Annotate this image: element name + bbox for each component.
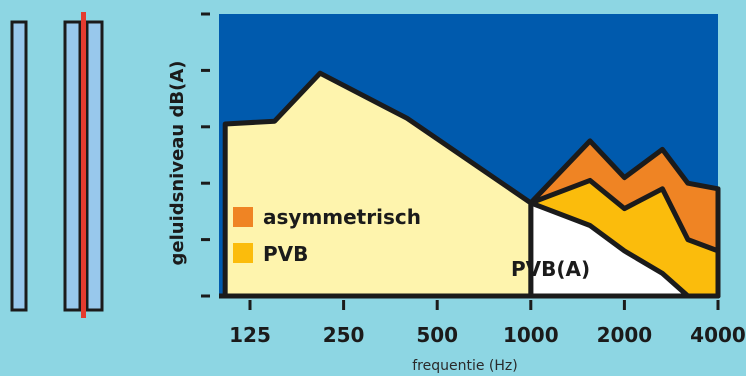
x-tick-label: 1000 xyxy=(503,323,559,347)
legend-swatch-pvb xyxy=(233,243,253,263)
laminated-glass-pane-left xyxy=(63,20,82,312)
legend: asymmetrisch PVB xyxy=(233,205,421,266)
x-tick-label: 125 xyxy=(229,323,271,347)
x-tick-label: 500 xyxy=(416,323,458,347)
legend-label-asymmetrisch: asymmetrisch xyxy=(263,205,421,229)
annotation-pvba: PVB(A) xyxy=(511,257,590,281)
area-single-glazing xyxy=(222,70,534,299)
legend-label-pvb: PVB xyxy=(263,242,308,266)
y-axis-ticks xyxy=(201,12,210,298)
x-axis-ticks: 125 250 500 1000 2000 4000 xyxy=(229,300,746,347)
legend-swatch-asymmetrisch xyxy=(233,207,253,227)
x-axis-title: frequentie (Hz) xyxy=(412,358,517,374)
y-axis-title: geluidsniveau dB(A) xyxy=(167,61,188,266)
chart-areas xyxy=(219,70,721,299)
glazing-illustration xyxy=(10,12,104,318)
single-glass-pane xyxy=(10,20,28,312)
x-tick-label: 250 xyxy=(323,323,365,347)
laminated-glass-pane-right xyxy=(85,20,104,312)
x-tick-label: 4000 xyxy=(690,323,746,347)
x-tick-label: 2000 xyxy=(597,323,653,347)
